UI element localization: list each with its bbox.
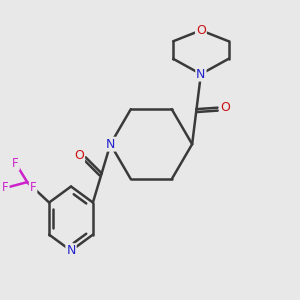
Text: N: N (106, 138, 115, 151)
Text: N: N (196, 68, 206, 81)
Text: N: N (66, 244, 76, 257)
Text: F: F (30, 182, 36, 194)
Text: F: F (12, 157, 19, 169)
Text: F: F (2, 182, 9, 194)
Text: O: O (196, 24, 206, 37)
Text: O: O (220, 101, 230, 114)
Text: O: O (74, 149, 84, 162)
